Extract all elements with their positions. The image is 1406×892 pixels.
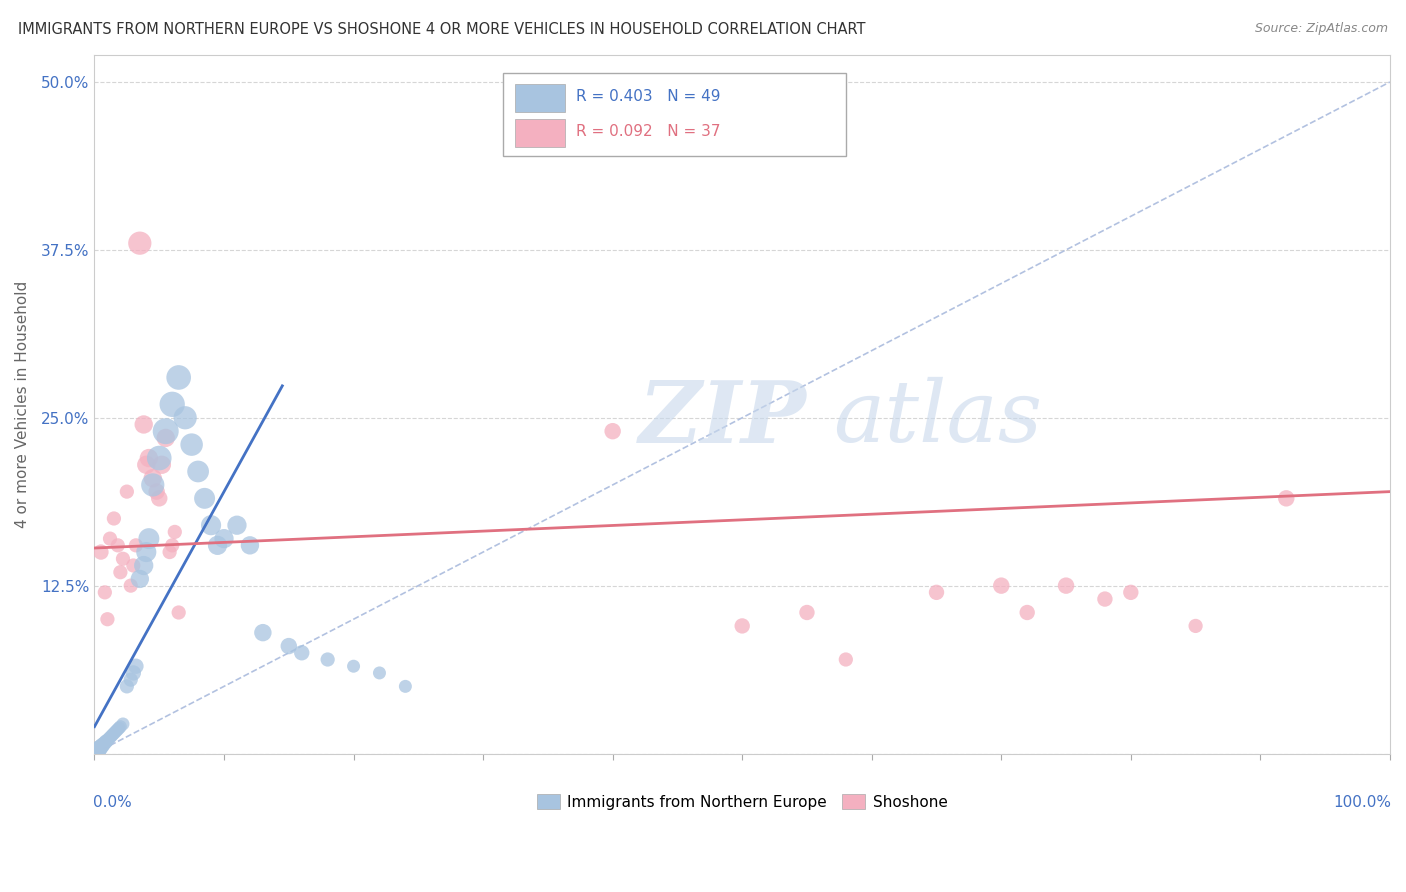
Point bbox=[731, 619, 754, 633]
Point bbox=[103, 726, 125, 740]
Point bbox=[111, 551, 134, 566]
Point bbox=[96, 612, 118, 626]
Point bbox=[159, 545, 181, 559]
FancyBboxPatch shape bbox=[516, 120, 565, 147]
Point bbox=[316, 652, 339, 666]
Legend: Immigrants from Northern Europe, Shoshone: Immigrants from Northern Europe, Shoshon… bbox=[530, 788, 953, 815]
Point bbox=[160, 538, 183, 552]
Point bbox=[1094, 592, 1116, 607]
Point bbox=[94, 734, 117, 748]
Point bbox=[342, 659, 364, 673]
Point bbox=[89, 741, 111, 756]
Point bbox=[128, 236, 150, 251]
Point bbox=[86, 744, 108, 758]
Point bbox=[91, 739, 114, 753]
Point bbox=[98, 532, 121, 546]
Point bbox=[98, 731, 121, 745]
Point bbox=[125, 659, 148, 673]
Point bbox=[107, 723, 129, 737]
Point bbox=[835, 652, 858, 666]
Point bbox=[207, 538, 229, 552]
Point bbox=[107, 538, 129, 552]
Point bbox=[90, 739, 112, 754]
Point bbox=[226, 518, 249, 533]
Point bbox=[155, 431, 177, 445]
Point bbox=[174, 410, 197, 425]
Point bbox=[277, 639, 299, 653]
Point bbox=[115, 679, 138, 693]
Point bbox=[145, 484, 167, 499]
Point bbox=[252, 625, 274, 640]
Point bbox=[120, 579, 142, 593]
Point bbox=[94, 736, 117, 750]
Point bbox=[394, 679, 416, 693]
Point bbox=[142, 471, 165, 485]
Point bbox=[104, 725, 127, 739]
Point bbox=[167, 606, 190, 620]
Point bbox=[135, 545, 157, 559]
Point bbox=[155, 424, 177, 438]
FancyBboxPatch shape bbox=[502, 72, 846, 156]
Point bbox=[1184, 619, 1206, 633]
Point bbox=[142, 478, 165, 492]
Point bbox=[115, 484, 138, 499]
Point bbox=[148, 491, 170, 506]
Point bbox=[150, 458, 173, 472]
Point bbox=[103, 511, 125, 525]
Point bbox=[111, 717, 134, 731]
Point bbox=[160, 397, 183, 411]
Point bbox=[135, 458, 157, 472]
Point bbox=[200, 518, 222, 533]
Point bbox=[87, 742, 110, 756]
Text: atlas: atlas bbox=[832, 377, 1042, 459]
Point bbox=[1119, 585, 1142, 599]
Point bbox=[212, 532, 235, 546]
Point bbox=[194, 491, 217, 506]
Point bbox=[110, 565, 132, 579]
Point bbox=[128, 572, 150, 586]
Point bbox=[138, 451, 160, 466]
FancyBboxPatch shape bbox=[516, 85, 565, 112]
Point bbox=[163, 524, 186, 539]
Point bbox=[1017, 606, 1039, 620]
Text: 0.0%: 0.0% bbox=[93, 796, 132, 811]
Point bbox=[132, 558, 155, 573]
Point bbox=[180, 437, 202, 451]
Text: R = 0.403   N = 49: R = 0.403 N = 49 bbox=[576, 89, 721, 104]
Point bbox=[602, 424, 624, 438]
Point bbox=[90, 545, 112, 559]
Point bbox=[94, 585, 117, 599]
Point bbox=[132, 417, 155, 432]
Point bbox=[93, 737, 115, 751]
Point bbox=[125, 538, 148, 552]
Point bbox=[1054, 579, 1077, 593]
Text: R = 0.092   N = 37: R = 0.092 N = 37 bbox=[576, 124, 721, 139]
Point bbox=[97, 731, 120, 746]
Point bbox=[101, 728, 124, 742]
Point bbox=[368, 665, 391, 680]
Point bbox=[105, 723, 128, 738]
Point bbox=[122, 665, 145, 680]
Point bbox=[291, 646, 314, 660]
Point bbox=[110, 720, 132, 734]
Point bbox=[925, 585, 948, 599]
Point bbox=[138, 532, 160, 546]
Text: 100.0%: 100.0% bbox=[1333, 796, 1391, 811]
Point bbox=[990, 579, 1012, 593]
Text: IMMIGRANTS FROM NORTHERN EUROPE VS SHOSHONE 4 OR MORE VEHICLES IN HOUSEHOLD CORR: IMMIGRANTS FROM NORTHERN EUROPE VS SHOSH… bbox=[18, 22, 866, 37]
Text: Source: ZipAtlas.com: Source: ZipAtlas.com bbox=[1254, 22, 1388, 36]
Point bbox=[108, 721, 131, 735]
Text: ZIP: ZIP bbox=[638, 376, 807, 460]
Point bbox=[187, 465, 209, 479]
Point bbox=[239, 538, 262, 552]
Point bbox=[100, 729, 122, 743]
Point bbox=[796, 606, 818, 620]
Y-axis label: 4 or more Vehicles in Household: 4 or more Vehicles in Household bbox=[15, 281, 30, 528]
Point bbox=[120, 673, 142, 687]
Point bbox=[167, 370, 190, 384]
Point bbox=[96, 733, 118, 747]
Point bbox=[1275, 491, 1298, 506]
Point bbox=[122, 558, 145, 573]
Point bbox=[148, 451, 170, 466]
